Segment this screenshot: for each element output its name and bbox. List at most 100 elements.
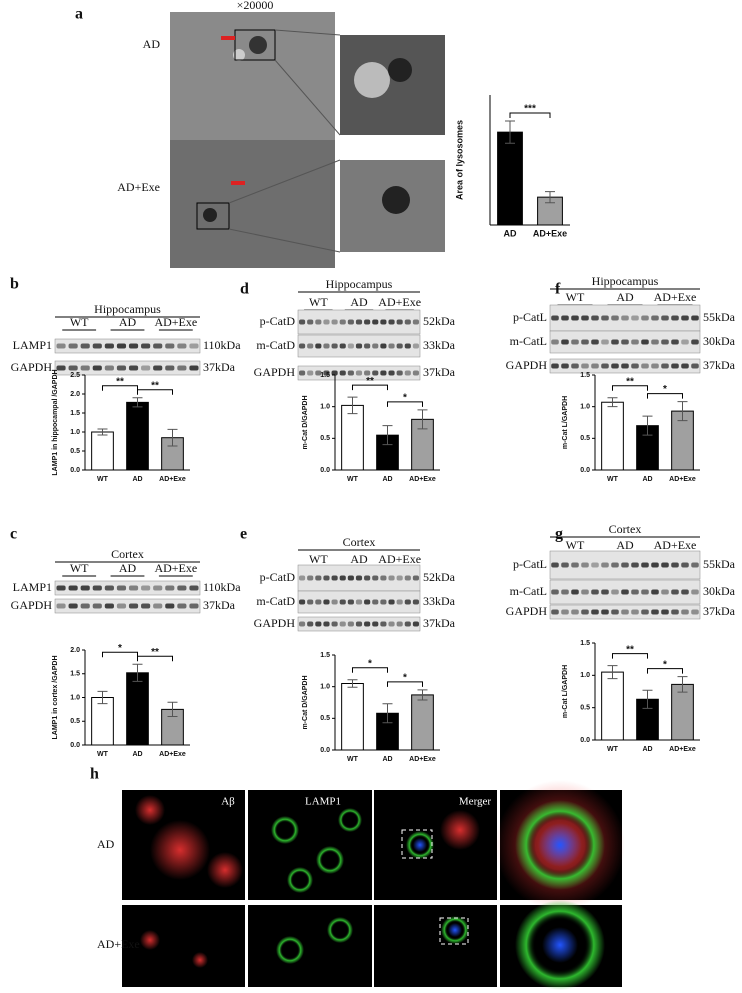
blot-band bbox=[691, 589, 699, 595]
group-label: WT bbox=[70, 315, 89, 329]
tissue-label: Hippocampus bbox=[94, 302, 161, 316]
blot-band bbox=[671, 562, 679, 568]
blot-band bbox=[581, 609, 589, 615]
blot-band bbox=[661, 363, 669, 369]
blot-band bbox=[141, 585, 151, 591]
blot-band bbox=[551, 589, 559, 595]
blot-band bbox=[56, 343, 66, 349]
blot-band bbox=[611, 609, 619, 615]
size-label: 33kDa bbox=[423, 594, 456, 608]
y-axis-label: Area of lysosomes bbox=[454, 120, 464, 200]
error-bar bbox=[677, 401, 688, 422]
blot-band bbox=[591, 589, 599, 595]
group-label: AD+Exe bbox=[378, 552, 421, 566]
blot-band bbox=[611, 589, 619, 595]
blot-band bbox=[412, 319, 420, 325]
blot-band bbox=[56, 603, 66, 609]
panel-letter: d bbox=[240, 281, 249, 298]
blot-band bbox=[372, 370, 379, 376]
size-label: 37kDa bbox=[423, 616, 456, 630]
blot-band bbox=[298, 575, 306, 581]
blot-band bbox=[661, 609, 669, 615]
blot-band bbox=[601, 315, 609, 321]
row-label: LAMP1 bbox=[13, 338, 52, 352]
blot-band bbox=[601, 339, 609, 345]
blot-band bbox=[611, 363, 619, 369]
significance-label: * bbox=[403, 392, 407, 403]
blot-band bbox=[68, 365, 78, 371]
blot-band bbox=[331, 599, 338, 605]
size-label: 52kDa bbox=[423, 314, 456, 328]
blot-band bbox=[396, 575, 403, 581]
blot-band bbox=[404, 343, 411, 349]
blot-band bbox=[396, 621, 403, 627]
blot-band bbox=[68, 585, 78, 591]
blot-band bbox=[364, 319, 371, 325]
y-tick-label: 0.0 bbox=[320, 467, 330, 474]
row-label: GAPDH bbox=[254, 616, 296, 630]
blot-band bbox=[372, 599, 379, 605]
blot-band bbox=[621, 339, 629, 345]
x-tick-label: WT bbox=[607, 746, 619, 753]
blot-band bbox=[671, 589, 679, 595]
blot-band bbox=[581, 589, 589, 595]
blot-band bbox=[671, 315, 679, 321]
blot-band bbox=[691, 609, 699, 615]
blot-band bbox=[177, 343, 187, 349]
blot-band bbox=[561, 609, 569, 615]
blot-band bbox=[561, 589, 569, 595]
significance-label: ** bbox=[626, 644, 634, 655]
bar bbox=[126, 401, 149, 471]
blot-band bbox=[551, 363, 559, 369]
blot-band bbox=[601, 363, 609, 369]
blot-band bbox=[581, 562, 589, 568]
error-bar bbox=[347, 679, 358, 688]
blot-band bbox=[128, 585, 139, 591]
blot-band bbox=[621, 315, 629, 321]
y-tick-label: 1.5 bbox=[320, 652, 330, 659]
blot-band bbox=[691, 339, 699, 345]
y-axis-label: m-Cat L/GAPDH bbox=[562, 665, 569, 718]
blot-band bbox=[315, 370, 322, 376]
y-tick-label: 0.0 bbox=[70, 742, 80, 749]
blot-band bbox=[315, 319, 322, 325]
blot-band bbox=[404, 575, 411, 581]
blot-band bbox=[364, 575, 371, 581]
blot-band bbox=[177, 603, 187, 609]
blot-band bbox=[388, 343, 395, 349]
blot-band bbox=[651, 589, 659, 595]
significance-label: *** bbox=[524, 104, 536, 115]
blot-band bbox=[372, 621, 379, 627]
blot-band bbox=[591, 315, 599, 321]
x-tick-label: AD+Exe bbox=[409, 476, 436, 483]
tissue-label: Cortex bbox=[343, 535, 376, 549]
blot-band bbox=[396, 319, 403, 325]
blot-band bbox=[323, 599, 330, 605]
blot-band bbox=[380, 343, 387, 349]
group-label: AD+Exe bbox=[654, 290, 697, 304]
significance-bracket bbox=[137, 389, 173, 395]
blot-band bbox=[323, 343, 330, 349]
group-label: AD bbox=[350, 295, 368, 309]
blot-band bbox=[661, 589, 669, 595]
blot-band bbox=[601, 589, 609, 595]
blot-strip bbox=[54, 338, 201, 354]
y-tick-label: 1.5 bbox=[70, 671, 80, 678]
channel-label: LAMP1 bbox=[305, 796, 341, 808]
blot-band bbox=[347, 599, 354, 605]
blot-band bbox=[339, 343, 346, 349]
blot-band bbox=[298, 370, 306, 376]
blot-band bbox=[631, 562, 639, 568]
significance-label: ** bbox=[151, 380, 159, 391]
group-label: AD+Exe bbox=[378, 295, 421, 309]
size-label: 37kDa bbox=[203, 598, 236, 612]
bar bbox=[341, 404, 364, 471]
row-label: GAPDH bbox=[11, 598, 53, 612]
blot-band bbox=[388, 621, 395, 627]
y-tick-label: 1.5 bbox=[580, 372, 590, 379]
y-tick-label: 0.0 bbox=[320, 747, 330, 754]
blot-band bbox=[56, 585, 66, 591]
tissue-label: Hippocampus bbox=[592, 274, 659, 288]
blot-band bbox=[92, 603, 102, 609]
blot-band bbox=[128, 343, 139, 349]
